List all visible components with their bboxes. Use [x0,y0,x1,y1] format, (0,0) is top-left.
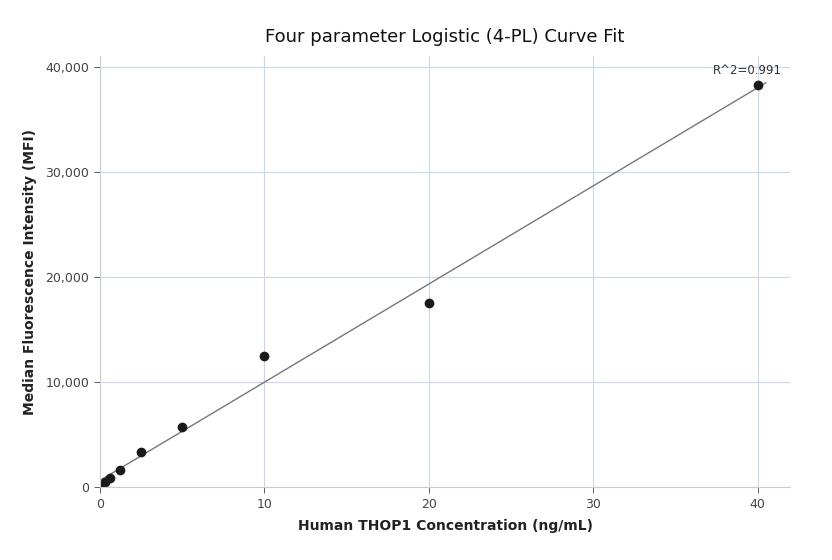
Point [176,423,189,432]
Point [96,480,109,489]
Text: R^2=0.991: R^2=0.991 [713,64,782,77]
Point [103,474,116,483]
Point [134,448,147,457]
Point [114,466,127,475]
Y-axis label: Median Fluorescence Intensity (MFI): Median Fluorescence Intensity (MFI) [23,129,37,414]
Point [258,351,271,360]
Point [422,298,435,307]
X-axis label: Human THOP1 Concentration (ng/mL): Human THOP1 Concentration (ng/mL) [298,519,592,533]
Point [98,478,111,487]
Title: Four parameter Logistic (4-PL) Curve Fit: Four parameter Logistic (4-PL) Curve Fit [265,28,625,46]
Point [750,81,764,90]
